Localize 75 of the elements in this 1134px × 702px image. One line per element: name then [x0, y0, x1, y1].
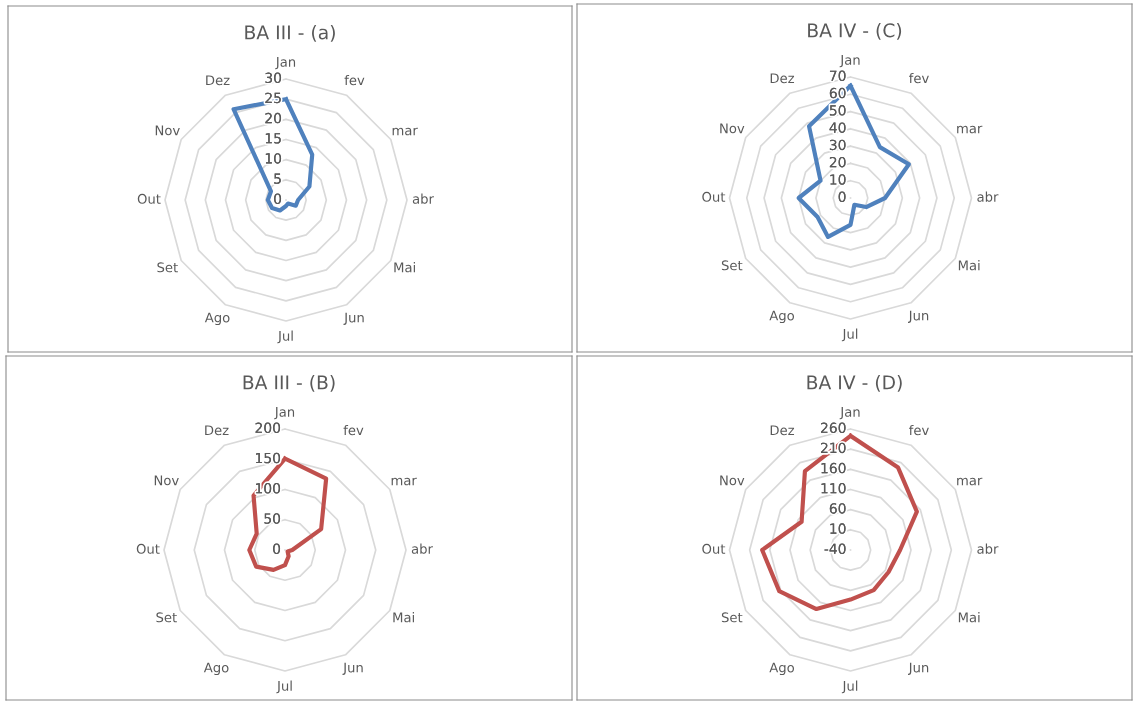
y-tick-label: -40 — [824, 543, 846, 555]
spoke-label: Out — [137, 193, 161, 204]
spoke-label: mar — [957, 125, 983, 134]
spoke-label: Dez — [205, 425, 229, 436]
y-tick-label: 10 — [830, 523, 846, 534]
spoke-label: fev — [344, 74, 365, 86]
spoke-label: Nov — [155, 125, 180, 136]
spoke-label: Mai — [958, 612, 980, 623]
spoke-label: Nov — [720, 123, 745, 134]
spoke-label: Out — [702, 191, 726, 202]
spoke-label: abr — [412, 193, 434, 204]
spoke-label: abr — [977, 191, 999, 202]
y-tick-label: 40 — [829, 122, 846, 133]
spoke-label: Jan — [275, 57, 296, 70]
spoke-label: Jun — [343, 312, 364, 325]
y-tick-label: 10 — [830, 174, 846, 185]
spoke-label: Jul — [841, 328, 858, 342]
y-tick-label: 160 — [821, 462, 846, 474]
chart-title: BA IV - (D) — [807, 374, 902, 392]
spoke-label: Set — [721, 612, 743, 623]
spoke-label: Jan — [839, 407, 860, 420]
chart-title: BA III - (B) — [243, 374, 335, 392]
y-tick-label: 200 — [255, 422, 281, 434]
y-tick-label: 70 — [829, 70, 846, 82]
spoke-label: Nov — [154, 475, 179, 486]
chart-title: BA III - (a) — [245, 24, 335, 42]
spoke-label: mar — [391, 477, 417, 486]
spoke-label: abr — [977, 543, 999, 554]
spoke-label: Mai — [393, 612, 414, 623]
spoke-label: fev — [909, 424, 929, 436]
spoke-label: Ago — [769, 310, 795, 324]
spoke-label: Jul — [277, 330, 293, 344]
y-tick-label: 50 — [829, 105, 846, 116]
y-tick-label: 260 — [821, 422, 846, 434]
y-tick-label: 20 — [265, 112, 282, 124]
spoke-label: Dez — [770, 425, 795, 436]
spoke-label: fev — [343, 424, 364, 436]
spoke-label: Out — [136, 543, 160, 554]
spoke-label: fev — [909, 72, 929, 84]
spoke-label: abr — [411, 543, 433, 554]
chart-title: BA IV - (C) — [808, 22, 902, 40]
spoke-label: Ago — [204, 312, 230, 326]
spoke-label: mar — [957, 477, 983, 486]
spoke-label: Nov — [720, 475, 745, 486]
y-tick-label: 0 — [274, 193, 282, 205]
spoke-label: Set — [157, 262, 178, 273]
y-tick-label: 5 — [274, 173, 281, 184]
y-tick-label: 0 — [273, 543, 281, 555]
spoke-label: mar — [392, 127, 418, 136]
y-tick-label: 150 — [256, 452, 281, 464]
spoke-label: Jan — [274, 407, 295, 420]
y-tick-label: 15 — [265, 133, 281, 144]
spoke-label: Jul — [276, 680, 292, 694]
y-tick-label: 50 — [264, 513, 281, 524]
spoke-label: Mai — [958, 260, 980, 271]
y-tick-label: 20 — [829, 156, 846, 168]
spoke-label: Jun — [342, 662, 363, 675]
y-tick-label: 110 — [821, 483, 846, 494]
y-tick-label: 10 — [265, 153, 282, 164]
spoke-label: Dez — [770, 73, 795, 84]
spoke-label: Set — [721, 260, 743, 271]
spoke-label: Set — [156, 612, 177, 623]
y-tick-label: 30 — [265, 72, 282, 84]
spoke-label: Out — [702, 543, 726, 554]
spoke-label: Mai — [394, 262, 415, 273]
spoke-label: Jun — [908, 310, 929, 323]
spoke-label: Jul — [841, 680, 858, 694]
y-tick-label: 30 — [829, 139, 846, 151]
y-tick-label: 0 — [838, 191, 846, 203]
spoke-label: Jun — [908, 662, 929, 675]
spoke-label: Ago — [203, 662, 229, 676]
spoke-label: Jan — [839, 55, 860, 68]
spoke-label: Ago — [769, 662, 795, 676]
spoke-label: Dez — [206, 75, 230, 86]
y-tick-label: 60 — [829, 503, 846, 514]
